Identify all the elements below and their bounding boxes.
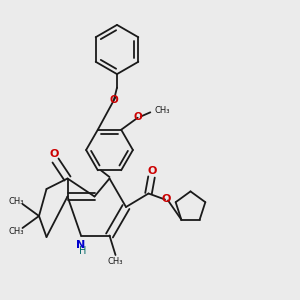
Text: H: H xyxy=(79,246,86,256)
Text: O: O xyxy=(147,166,157,176)
Text: CH₃: CH₃ xyxy=(108,257,123,266)
Text: N: N xyxy=(76,239,85,250)
Text: O: O xyxy=(134,112,143,122)
Text: O: O xyxy=(110,94,118,105)
Text: CH₃: CH₃ xyxy=(8,226,24,236)
Text: O: O xyxy=(49,149,59,159)
Text: O: O xyxy=(161,194,171,204)
Text: CH₃: CH₃ xyxy=(8,196,24,206)
Text: CH₃: CH₃ xyxy=(154,106,170,115)
